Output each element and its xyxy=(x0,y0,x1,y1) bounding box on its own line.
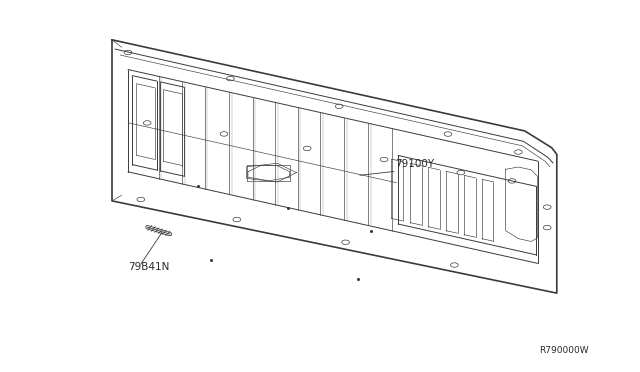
Text: 79B41N: 79B41N xyxy=(128,262,170,272)
Text: 79100Y: 79100Y xyxy=(396,159,435,169)
Text: R790000W: R790000W xyxy=(539,346,589,355)
